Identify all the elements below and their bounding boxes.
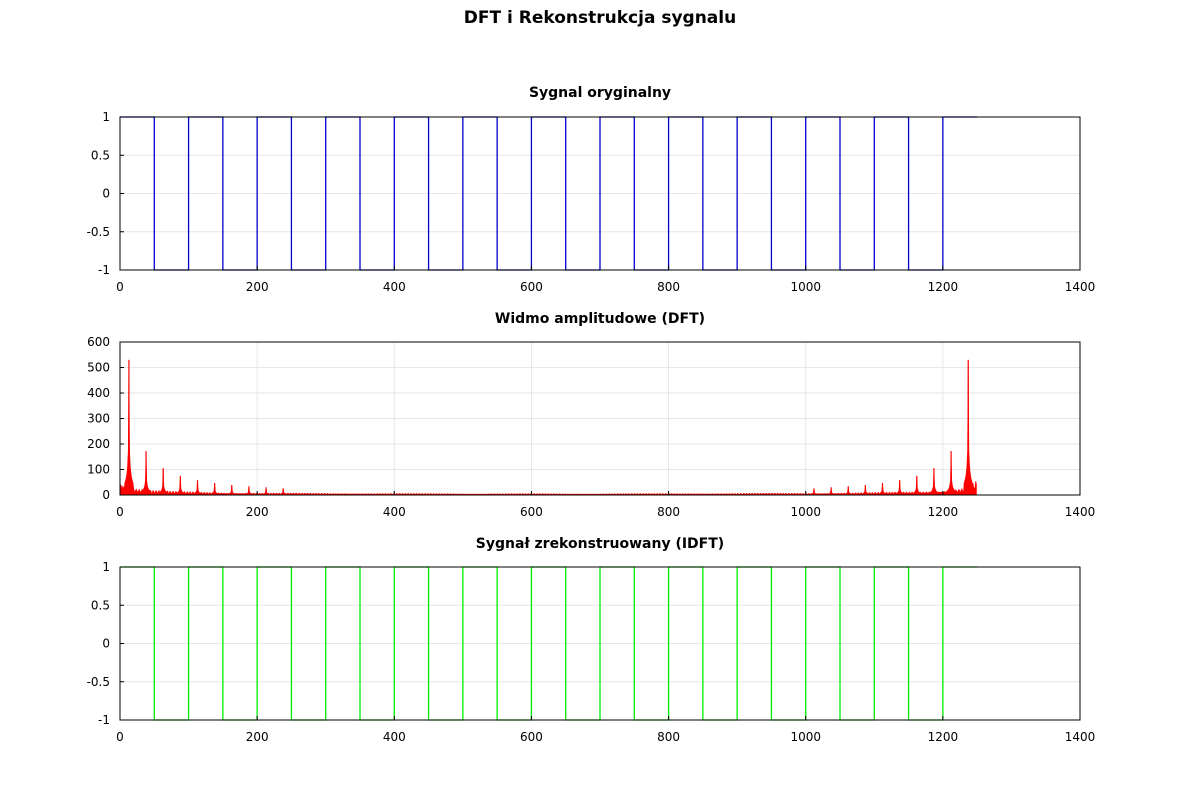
y-tick-label-original: -0.5 — [87, 225, 110, 239]
x-tick-label-original: 1400 — [1065, 280, 1096, 294]
x-tick-label-original: 800 — [657, 280, 680, 294]
y-tick-label-reconstructed: -1 — [98, 713, 110, 727]
x-tick-label-reconstructed: 1400 — [1065, 730, 1096, 744]
y-tick-label-original: 1 — [102, 110, 110, 124]
x-tick-label-spectrum: 600 — [520, 505, 543, 519]
spectrum-area-spectrum — [119, 359, 977, 496]
y-tick-label-reconstructed: 0 — [102, 637, 110, 651]
y-tick-label-spectrum: 300 — [87, 412, 110, 426]
x-tick-label-spectrum: 1000 — [790, 505, 821, 519]
x-tick-label-original: 1200 — [928, 280, 959, 294]
series-spectrum — [119, 359, 977, 496]
x-tick-label-spectrum: 800 — [657, 505, 680, 519]
x-tick-label-reconstructed: 600 — [520, 730, 543, 744]
subplot-title-original: Sygnal oryginalny — [529, 85, 671, 101]
x-tick-label-spectrum: 1200 — [928, 505, 959, 519]
y-tick-label-reconstructed: 1 — [102, 560, 110, 574]
x-tick-label-original: 400 — [383, 280, 406, 294]
x-tick-label-reconstructed: 1200 — [928, 730, 959, 744]
y-tick-label-spectrum: 400 — [87, 386, 110, 400]
y-tick-label-spectrum: 100 — [87, 463, 110, 477]
subplot-original: Sygnal oryginalny 0 200 400 600 800 1000 1200 1… — [87, 85, 1096, 294]
x-tick-label-spectrum: 1400 — [1065, 505, 1096, 519]
x-tick-label-original: 200 — [246, 280, 269, 294]
y-tick-label-reconstructed: -0.5 — [87, 675, 110, 689]
x-tick-label-spectrum: 0 — [116, 505, 124, 519]
subplot-spectrum: Widmo amplitudowe (DFT) 0 200 400 600 800 100… — [87, 311, 1095, 519]
x-tick-label-spectrum: 400 — [383, 505, 406, 519]
x-tick-label-original: 600 — [520, 280, 543, 294]
x-tick-label-reconstructed: 0 — [116, 730, 124, 744]
y-tick-label-original: -1 — [98, 263, 110, 277]
y-tick-label-original: 0.5 — [91, 148, 110, 162]
ticks-original: 0 200 400 600 800 1000 1200 1400 1 0.5 0 -0.5 -1 — [87, 110, 1096, 294]
x-tick-label-reconstructed: 400 — [383, 730, 406, 744]
subplot-title-spectrum: Widmo amplitudowe (DFT) — [495, 311, 705, 327]
ticks-reconstructed: 0 200 400 600 800 1000 1200 1400 1 0.5 0 -0.5 -1 — [87, 560, 1096, 744]
subplot-reconstructed: Sygnał zrekonstruowany (IDFT) 0 200 400 600… — [87, 536, 1096, 744]
y-tick-label-spectrum: 500 — [87, 361, 110, 375]
x-tick-label-spectrum: 200 — [246, 505, 269, 519]
x-tick-label-original: 0 — [116, 280, 124, 294]
figure-title: DFT i Rekonstrukcja sygnalu — [464, 8, 736, 28]
ticks-spectrum: 0 200 400 600 800 1000 1200 1400600500400300200… — [87, 335, 1095, 519]
y-tick-label-spectrum: 600 — [87, 335, 110, 349]
x-tick-label-reconstructed: 200 — [246, 730, 269, 744]
subplot-title-reconstructed: Sygnał zrekonstruowany (IDFT) — [476, 536, 724, 552]
x-tick-label-original: 1000 — [790, 280, 821, 294]
y-tick-label-spectrum: 0 — [102, 488, 110, 502]
y-tick-label-reconstructed: 0.5 — [91, 598, 110, 612]
y-tick-label-original: 0 — [102, 187, 110, 201]
x-tick-label-reconstructed: 1000 — [790, 730, 821, 744]
x-tick-label-reconstructed: 800 — [657, 730, 680, 744]
y-tick-label-spectrum: 200 — [87, 437, 110, 451]
